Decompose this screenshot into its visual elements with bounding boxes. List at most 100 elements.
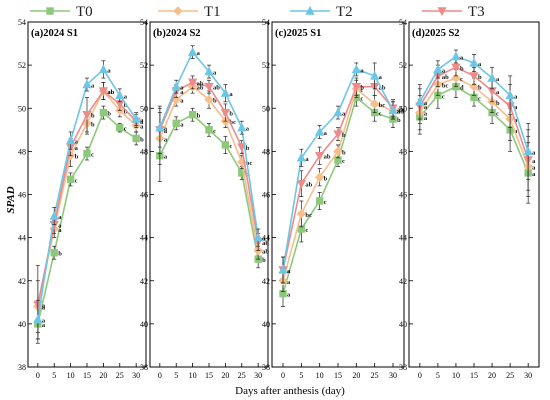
panel-title: (a)2024 S1	[31, 28, 78, 39]
data-point	[333, 107, 343, 117]
data-point	[221, 141, 230, 149]
y-tick-label: 46	[399, 191, 407, 200]
y-tick-label: 38	[140, 363, 148, 372]
significance-label: a	[379, 74, 383, 81]
significance-label: a	[180, 121, 184, 128]
significance-label: a	[180, 85, 184, 92]
y-tick-label: 52	[399, 61, 407, 70]
legend: T0 T1 T2 T3	[30, 4, 485, 20]
y-tick-label: 54	[18, 18, 26, 27]
data-point	[333, 146, 343, 157]
significance-label: ab	[213, 85, 220, 92]
significance-label: c	[342, 158, 345, 165]
data-point	[66, 175, 75, 184]
x-axis-title: Days after anthesis (day)	[235, 385, 345, 397]
x-tick-label: 10	[189, 371, 197, 380]
panel-1: (a)2024 S1 38 40 42 44 46 48 50 52 54 0 5 10 15 20 25 30…	[18, 18, 147, 380]
data-point	[115, 90, 125, 100]
significance-label: ab	[397, 106, 404, 113]
significance-label: a	[496, 76, 500, 83]
significance-label: b	[229, 111, 233, 118]
data-point	[82, 79, 92, 89]
x-tick-label: 10	[316, 371, 324, 380]
data-point	[415, 96, 425, 106]
x-tick-label: 15	[205, 371, 213, 380]
x-tick-label: 5	[299, 371, 303, 380]
data-point	[278, 264, 288, 274]
significance-label: bc	[379, 102, 386, 109]
significance-label: a	[424, 100, 428, 107]
data-point	[315, 151, 325, 161]
series-line	[282, 68, 394, 271]
data-point	[351, 64, 361, 74]
x-tick-label: 20	[352, 371, 360, 380]
legend-marker	[173, 6, 183, 16]
data-point	[187, 78, 198, 88]
significance-label: a	[140, 124, 144, 131]
data-point	[99, 108, 108, 117]
data-point	[155, 122, 165, 132]
y-tick-label: 46	[262, 191, 270, 200]
significance-label: b	[140, 136, 144, 143]
significance-label: b	[91, 121, 95, 128]
data-point	[253, 232, 263, 242]
significance-label: a	[42, 302, 46, 309]
panel-title: (b)2024 S2	[153, 28, 201, 39]
y-tick-label: 40	[140, 320, 148, 329]
significance-label: a	[424, 104, 428, 111]
significance-label: ab	[305, 182, 312, 189]
significance-label: b	[478, 74, 482, 81]
data-point	[315, 126, 325, 136]
legend-item-t2: T2	[290, 4, 353, 20]
y-tick-label: 48	[262, 147, 270, 156]
y-tick-label: 40	[18, 320, 26, 329]
x-tick-label: 0	[158, 371, 162, 380]
significance-label: a	[424, 115, 428, 122]
y-tick-label: 38	[399, 363, 407, 372]
significance-label: a	[397, 108, 401, 115]
significance-label: c	[324, 199, 327, 206]
data-point	[49, 210, 59, 220]
significance-label: b	[262, 257, 266, 264]
significance-label: bc	[229, 119, 236, 126]
data-point	[451, 51, 461, 61]
significance-label: ab	[397, 108, 404, 115]
significance-label: a	[324, 130, 328, 137]
y-tick-label: 48	[18, 147, 26, 156]
significance-label: ab	[324, 154, 331, 161]
significance-label: a	[514, 117, 518, 124]
significance-label: a	[124, 93, 128, 100]
significance-label: a	[305, 156, 309, 163]
significance-label: a	[460, 55, 464, 62]
significance-label: b	[213, 98, 217, 105]
significance-label: a	[164, 136, 168, 143]
significance-label: a	[532, 158, 536, 165]
significance-label: b	[75, 154, 79, 161]
data-point	[220, 108, 231, 118]
y-tick-label: 50	[140, 104, 148, 113]
x-tick-label: 25	[371, 371, 379, 380]
significance-label: ab	[262, 240, 269, 247]
y-tick-label: 46	[140, 191, 148, 200]
significance-label: a	[213, 70, 217, 77]
significance-label: a	[58, 227, 62, 234]
x-tick-label: 0	[281, 371, 285, 380]
y-tick-label: 38	[262, 363, 270, 372]
significance-label: a	[360, 67, 364, 74]
significance-label: a	[424, 111, 428, 118]
data-point	[98, 64, 109, 74]
data-point	[388, 105, 398, 115]
data-point	[116, 123, 124, 132]
y-tick-label: 54	[262, 18, 270, 27]
significance-label: a	[478, 61, 482, 68]
y-tick-label: 48	[140, 147, 148, 156]
data-point	[238, 169, 246, 177]
data-point	[171, 81, 181, 91]
y-tick-label: 52	[140, 61, 148, 70]
